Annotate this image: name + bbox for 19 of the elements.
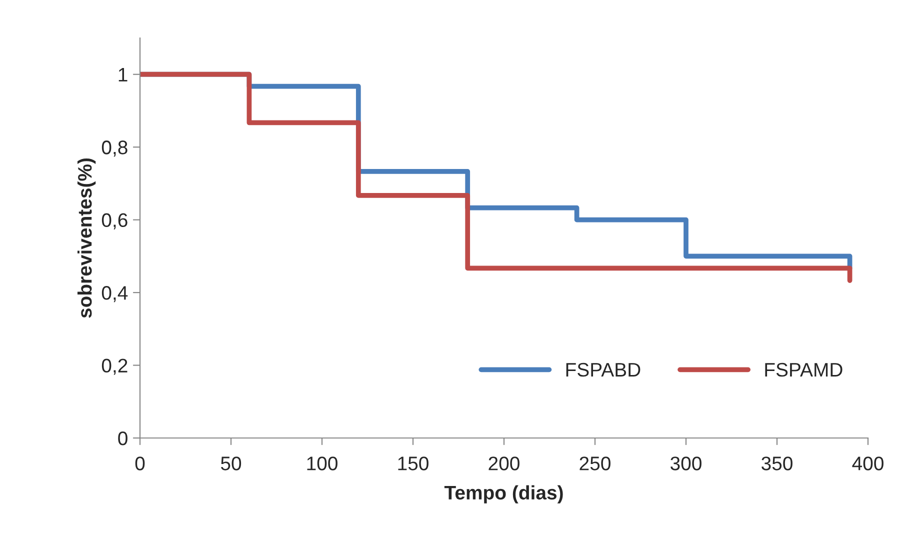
x-tick-label: 100 xyxy=(307,456,338,470)
legend-label: FSPABD xyxy=(566,362,640,377)
y-tick-label: 0,8 xyxy=(102,140,128,157)
x-tick-label: 350 xyxy=(762,456,792,470)
y-tick-label: 0,6 xyxy=(102,213,128,230)
x-tick-label: 50 xyxy=(220,456,242,470)
x-tick-label: 400 xyxy=(852,456,884,470)
y-tick-label: 0,2 xyxy=(102,358,128,375)
x-tick-label: 0 xyxy=(135,456,145,470)
x-tick-label: 250 xyxy=(580,456,610,470)
x-tick-label: 200 xyxy=(488,456,520,470)
x-axis-title: Tempo (dias) xyxy=(444,485,563,504)
y-tick-label: 0,4 xyxy=(102,286,128,302)
y-tick-label: 0 xyxy=(118,431,128,446)
legend-label: FSPAMD xyxy=(765,362,842,377)
y-tick-label: 1 xyxy=(118,68,128,82)
x-tick-label: 300 xyxy=(670,456,702,470)
x-tick-label: 150 xyxy=(398,456,428,470)
y-axis-title: sobreviventes(%) xyxy=(77,158,96,318)
